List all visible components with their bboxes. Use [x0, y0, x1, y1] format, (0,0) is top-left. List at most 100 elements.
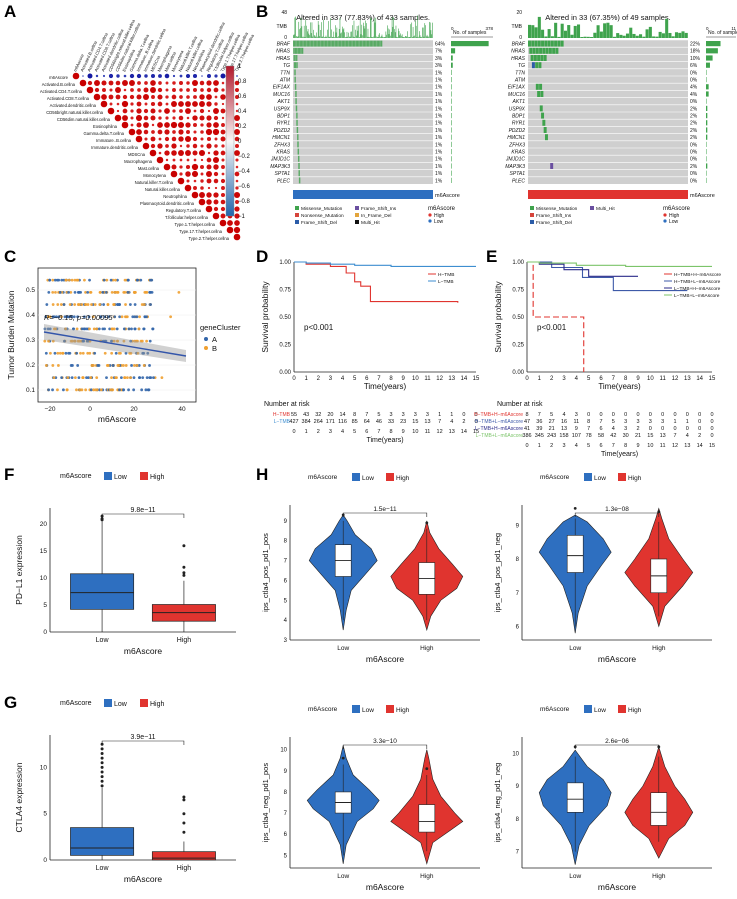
mutation-cell — [300, 40, 301, 47]
scatter-point — [112, 339, 116, 343]
sample-count-bar — [451, 149, 452, 155]
corr-dot — [144, 137, 148, 141]
tmb-bar — [350, 31, 352, 38]
tmb-bar — [349, 36, 350, 38]
tmb-bar — [573, 25, 577, 38]
corr-dot — [82, 75, 84, 77]
sample-count-bar — [451, 113, 452, 119]
mutation-cell — [295, 62, 297, 69]
risk-value: 43 — [303, 412, 309, 418]
scatter-point — [146, 388, 150, 392]
km-x-tick: 11 — [660, 376, 667, 382]
y-axis-label: PD−L1 expression — [14, 535, 24, 605]
gene-percent: 0% — [690, 99, 698, 105]
scatter-point — [123, 376, 126, 380]
mutation-cell — [293, 62, 295, 69]
tmb-bar — [377, 36, 379, 38]
mutation-cell — [321, 40, 323, 47]
scatter-point — [116, 303, 119, 306]
legend-title: m6Ascore — [540, 474, 570, 481]
regression-line — [43, 331, 187, 357]
corr-dot — [100, 100, 108, 108]
tmb-bar — [586, 36, 590, 38]
p-value: 9.8e−11 — [131, 507, 156, 514]
scatter-point — [140, 339, 144, 343]
gene-label: BDP1 — [512, 114, 525, 120]
y-tick: 8 — [284, 539, 288, 545]
tmb-bar — [398, 31, 400, 38]
mutation-cell — [537, 91, 541, 97]
corr-dot — [149, 149, 157, 157]
tmb-bar — [550, 36, 554, 38]
y-tick: 7 — [284, 559, 288, 565]
scatter-point — [138, 315, 142, 319]
tmb-bar — [422, 27, 424, 38]
corr-dot — [191, 163, 199, 171]
km-y-tick: 1.00 — [512, 260, 524, 266]
corr-dot — [129, 94, 135, 100]
mutation-cell — [298, 155, 300, 162]
risk-value: 3 — [575, 412, 578, 418]
scatter-point — [85, 376, 88, 380]
scatter-point — [73, 278, 77, 282]
corr-dot — [109, 102, 113, 106]
tmb-bar — [340, 33, 342, 38]
corr-dot — [206, 178, 212, 184]
tmb-bar — [391, 17, 393, 38]
risk-x-tick: 10 — [412, 429, 418, 435]
tmb-bar — [328, 36, 330, 38]
corr-dot — [122, 108, 128, 114]
scatter-point — [114, 278, 117, 282]
mutation-cell — [380, 40, 382, 47]
scatter-point — [60, 315, 63, 319]
tmb-bar — [642, 36, 646, 38]
tmb-bar — [371, 36, 373, 38]
corr-dot — [144, 81, 148, 85]
risk-title: Number at risk — [264, 401, 310, 408]
panel-label-g: G — [4, 693, 18, 712]
scatter-point — [87, 315, 91, 319]
mutation-cell — [557, 40, 561, 47]
scatter-point — [116, 339, 119, 343]
mutation-cell — [297, 134, 299, 141]
corr-dot — [157, 94, 163, 100]
gene-label: KRAS — [511, 150, 525, 156]
scatter-point — [89, 290, 93, 294]
corr-dot — [221, 144, 225, 148]
panel-e-km-curve: 0 1 2 3 4 5 6 7 8 9 10 11 12 13 14 150.000.250.500.751.… — [474, 260, 721, 458]
legend-swatch — [618, 705, 626, 713]
km-x-tick: 15 — [709, 376, 716, 382]
tmb-bar — [353, 20, 355, 38]
mutation-cell — [326, 40, 328, 47]
risk-x-tick: 7 — [377, 429, 380, 435]
risk-value: 5 — [612, 419, 615, 425]
mutation-cell — [529, 47, 533, 54]
corr-dot — [150, 143, 156, 149]
corr-dot — [235, 95, 239, 99]
corr-dot — [130, 109, 134, 113]
mutation-cell — [346, 40, 348, 47]
gene-percent: 1% — [435, 128, 443, 134]
risk-value: 1 — [686, 419, 689, 425]
mutation-cell — [302, 47, 304, 54]
mutation-cell — [294, 47, 295, 54]
y-tick: 8 — [516, 557, 520, 563]
tmb-bar — [328, 21, 329, 38]
tmb-bar — [339, 17, 341, 38]
mutation-cell — [380, 40, 381, 47]
corr-row-label: Monocytena — [143, 173, 166, 178]
risk-value: 2 — [636, 426, 639, 432]
mutation-cell — [303, 40, 305, 47]
mutation-cell — [296, 47, 298, 54]
km-legend-label: H−TMB+H−m6Ascore — [674, 272, 721, 278]
outlier — [182, 571, 186, 575]
corr-dot — [101, 94, 107, 100]
scatter-point — [142, 303, 146, 306]
tmb-bar — [300, 28, 301, 38]
corr-row-label: m6Ascore — [49, 75, 69, 80]
gene-label: NRAS — [276, 49, 291, 55]
scatter-point — [72, 315, 76, 319]
sample-count-bar — [451, 127, 452, 133]
sample-count-bar — [706, 156, 707, 162]
tmb-bar — [399, 35, 401, 38]
